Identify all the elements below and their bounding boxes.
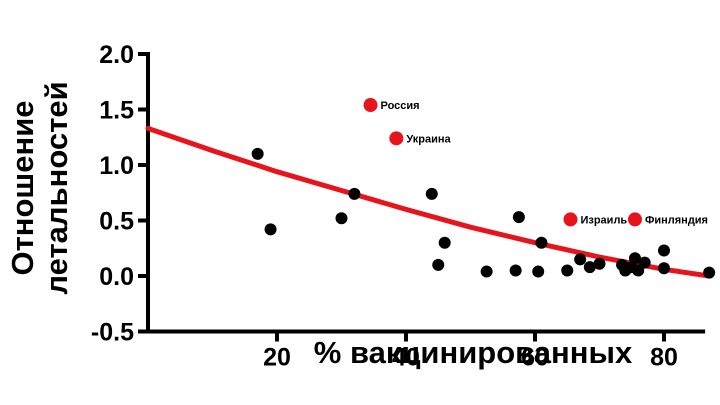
data-point: [438, 236, 451, 249]
x-axis-title: % вакцинированных: [314, 335, 633, 370]
y-tick-label: 0.0: [99, 263, 134, 291]
data-point: [703, 266, 716, 279]
highlight-point: [627, 212, 642, 227]
highlight-label: Россия: [381, 100, 420, 112]
data-point: [535, 236, 548, 249]
data-point: [658, 244, 670, 257]
data-point: [658, 262, 670, 275]
x-tick-label: 60: [521, 344, 549, 372]
y-tick-label: 1.0: [99, 152, 134, 180]
trend-curve: [145, 125, 712, 279]
data-point: [480, 265, 493, 278]
highlight-label: Украина: [406, 133, 451, 145]
trend-line: [145, 125, 712, 279]
data-point: [335, 212, 348, 225]
y-tick-label: 0.5: [99, 208, 134, 236]
y-axis-title-line-1: Отношение: [5, 100, 40, 275]
x-tick-label: 40: [392, 344, 420, 372]
x-tick-label: 80: [650, 344, 678, 372]
x-tick-label: 20: [263, 344, 291, 372]
data-point: [432, 258, 445, 271]
y-tick-label: 2.0: [99, 41, 134, 69]
tick-marks: [138, 52, 666, 342]
highlight-label: Финляндия: [645, 214, 708, 226]
y-tick-label: 1.5: [99, 97, 134, 125]
highlight-point: [363, 98, 378, 113]
data-point: [251, 147, 264, 160]
y-axis-title-line-2: летальностей: [39, 81, 74, 294]
data-point: [509, 264, 522, 277]
highlight-point: [389, 131, 404, 146]
y-tick-label: -0.5: [91, 319, 134, 347]
data-point: [593, 257, 606, 270]
highlight-label: Израиль: [580, 214, 627, 226]
data-point: [532, 265, 545, 278]
data-point: [561, 264, 574, 277]
data-point: [348, 187, 361, 200]
data-point: [512, 211, 525, 224]
tick-labels: 2.0 1.5 1.0 0.5 0.0 -0.5 20 40 60 80: [91, 41, 678, 372]
data-point: [638, 256, 651, 269]
data-point: [583, 261, 596, 274]
axes: [146, 52, 706, 334]
data-point: [425, 187, 438, 200]
data-point: [264, 223, 277, 236]
highlighted-points: Россия Украина Израиль Финляндия: [363, 98, 708, 227]
data-point: [628, 252, 641, 265]
highlight-point: [563, 212, 578, 227]
data-points: [251, 147, 716, 279]
data-point: [574, 253, 587, 266]
